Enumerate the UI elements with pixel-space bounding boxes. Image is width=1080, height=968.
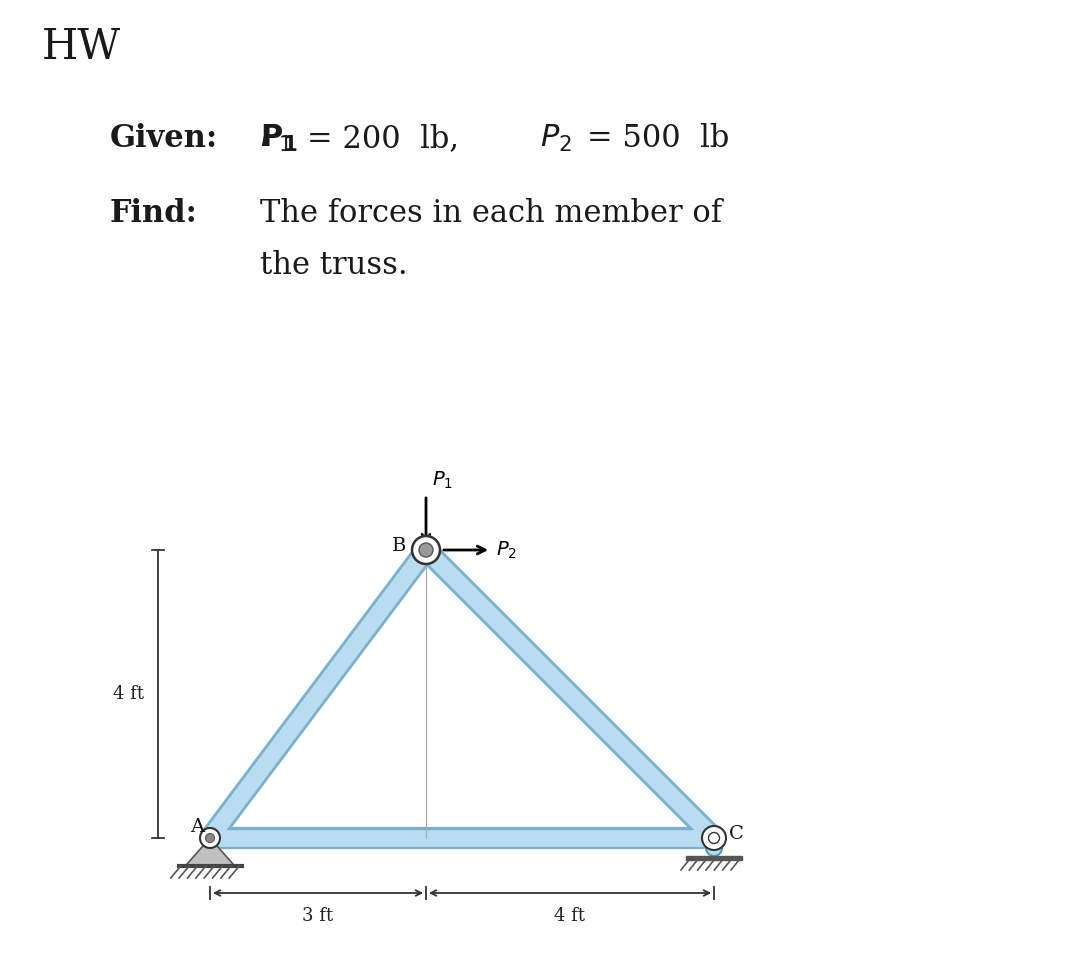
- Text: = 200  lb,: = 200 lb,: [307, 123, 459, 154]
- Text: = 500  lb: = 500 lb: [588, 123, 729, 154]
- Text: A: A: [190, 818, 204, 836]
- Circle shape: [200, 828, 220, 848]
- FancyBboxPatch shape: [686, 856, 742, 860]
- Text: $P_2$: $P_2$: [540, 123, 572, 154]
- Text: 4 ft: 4 ft: [554, 907, 585, 925]
- Text: 4 ft: 4 ft: [113, 685, 144, 703]
- Circle shape: [702, 826, 726, 850]
- Text: $\mathbf{P_1}$: $\mathbf{P_1}$: [260, 123, 298, 154]
- Text: Find:: Find:: [110, 198, 198, 229]
- Text: 3 ft: 3 ft: [302, 907, 334, 925]
- Text: B: B: [392, 537, 406, 555]
- Circle shape: [205, 833, 215, 842]
- Circle shape: [411, 536, 440, 564]
- Circle shape: [706, 840, 723, 856]
- Text: Given:: Given:: [110, 123, 218, 154]
- Text: The forces in each member of: The forces in each member of: [260, 198, 723, 229]
- Text: C: C: [729, 825, 744, 843]
- Text: $P_1$: $P_1$: [260, 123, 292, 154]
- Text: HW: HW: [42, 26, 121, 68]
- Text: $P_2$: $P_2$: [496, 539, 517, 560]
- Text: $P_1$: $P_1$: [432, 469, 454, 491]
- Circle shape: [708, 832, 719, 843]
- Polygon shape: [186, 838, 234, 866]
- Text: the truss.: the truss.: [260, 250, 407, 281]
- Circle shape: [419, 543, 433, 557]
